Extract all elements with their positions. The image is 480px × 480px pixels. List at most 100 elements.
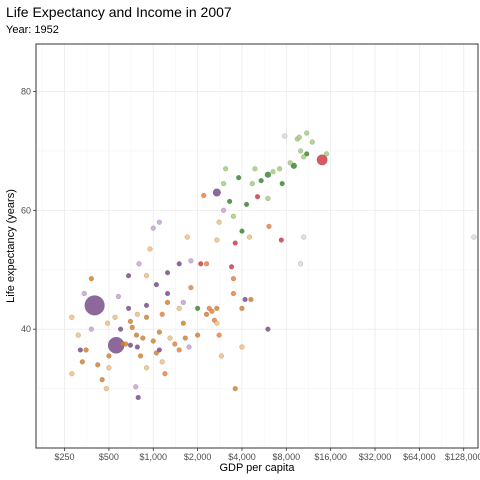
data-point <box>69 371 75 377</box>
data-point <box>125 305 132 312</box>
data-point <box>133 332 140 338</box>
data-point <box>75 332 81 338</box>
data-point <box>186 344 192 350</box>
data-point <box>83 347 89 353</box>
data-point <box>84 295 105 316</box>
x-tick-label: $32,000 <box>359 452 392 462</box>
data-point <box>143 302 150 309</box>
data-point <box>265 195 271 202</box>
y-tick-label: 80 <box>21 87 31 97</box>
data-point <box>471 234 477 240</box>
data-point <box>153 281 160 288</box>
data-point <box>214 237 220 243</box>
data-point <box>270 169 276 175</box>
x-tick-label: $8,000 <box>273 452 301 462</box>
data-point <box>180 299 186 306</box>
data-point <box>220 207 227 214</box>
data-point <box>150 225 156 231</box>
data-point <box>103 385 109 392</box>
data-point <box>282 133 288 139</box>
data-point <box>276 166 283 172</box>
data-point <box>252 166 258 172</box>
data-point <box>106 353 112 359</box>
data-point <box>198 261 204 267</box>
data-point <box>69 314 75 320</box>
data-point <box>243 201 250 208</box>
data-point <box>296 134 302 140</box>
data-point <box>304 130 310 136</box>
data-point <box>150 338 156 344</box>
x-tick-label: $2,000 <box>184 452 212 462</box>
data-point <box>143 365 150 371</box>
x-axis-title: GDP per capita <box>219 462 295 474</box>
data-point <box>216 332 222 338</box>
data-point <box>156 219 163 225</box>
data-point <box>301 154 307 160</box>
data-point <box>188 258 194 264</box>
data-point <box>304 151 310 157</box>
data-point <box>216 219 222 225</box>
data-point <box>239 228 245 234</box>
data-point <box>88 276 94 282</box>
data-point <box>140 335 146 341</box>
data-point <box>147 246 153 252</box>
data-point <box>81 290 87 297</box>
data-point <box>201 192 207 199</box>
x-tick-label: $4,000 <box>228 452 256 462</box>
data-point <box>230 213 237 219</box>
data-point <box>246 234 253 240</box>
data-point <box>115 293 122 300</box>
data-point <box>265 326 271 332</box>
data-point <box>153 350 160 356</box>
data-point <box>230 276 237 282</box>
data-point <box>164 299 171 306</box>
data-point <box>167 335 173 341</box>
data-point <box>162 371 168 377</box>
y-axis-title: Life expectancy (years) <box>5 189 17 303</box>
data-point <box>176 347 182 353</box>
data-point <box>125 273 132 279</box>
data-point <box>203 261 210 267</box>
data-point <box>239 305 245 312</box>
data-point <box>134 311 141 317</box>
data-point <box>95 362 101 368</box>
data-point <box>220 180 227 187</box>
data-point <box>264 171 272 178</box>
grid-major <box>36 44 478 448</box>
data-point <box>79 359 85 365</box>
data-point <box>236 175 242 181</box>
data-point <box>143 314 150 320</box>
data-point <box>218 353 225 359</box>
data-point <box>137 353 144 359</box>
data-point <box>164 270 171 276</box>
data-point <box>266 223 272 230</box>
data-point <box>227 198 233 205</box>
data-point <box>133 384 139 390</box>
data-point <box>143 273 150 279</box>
data-point <box>77 347 84 353</box>
grid-minor <box>36 44 478 448</box>
points-layer <box>69 130 477 401</box>
x-tick-label: $1,000 <box>139 452 167 462</box>
data-point <box>112 314 118 320</box>
data-point <box>203 311 210 317</box>
data-point <box>230 290 237 297</box>
data-point <box>209 308 215 315</box>
data-point <box>254 194 261 200</box>
data-point <box>176 261 182 267</box>
data-point <box>156 347 163 353</box>
x-tick-label: $16,000 <box>314 452 347 462</box>
data-point <box>232 240 238 246</box>
data-point <box>258 177 264 184</box>
data-point <box>129 324 135 331</box>
data-point <box>104 320 111 326</box>
plot-panel <box>35 43 479 449</box>
data-point <box>88 326 94 332</box>
data-point <box>287 160 293 166</box>
data-point <box>159 359 165 365</box>
data-point <box>188 284 194 291</box>
data-point <box>242 296 248 303</box>
data-point <box>239 344 245 350</box>
data-point <box>194 305 201 312</box>
